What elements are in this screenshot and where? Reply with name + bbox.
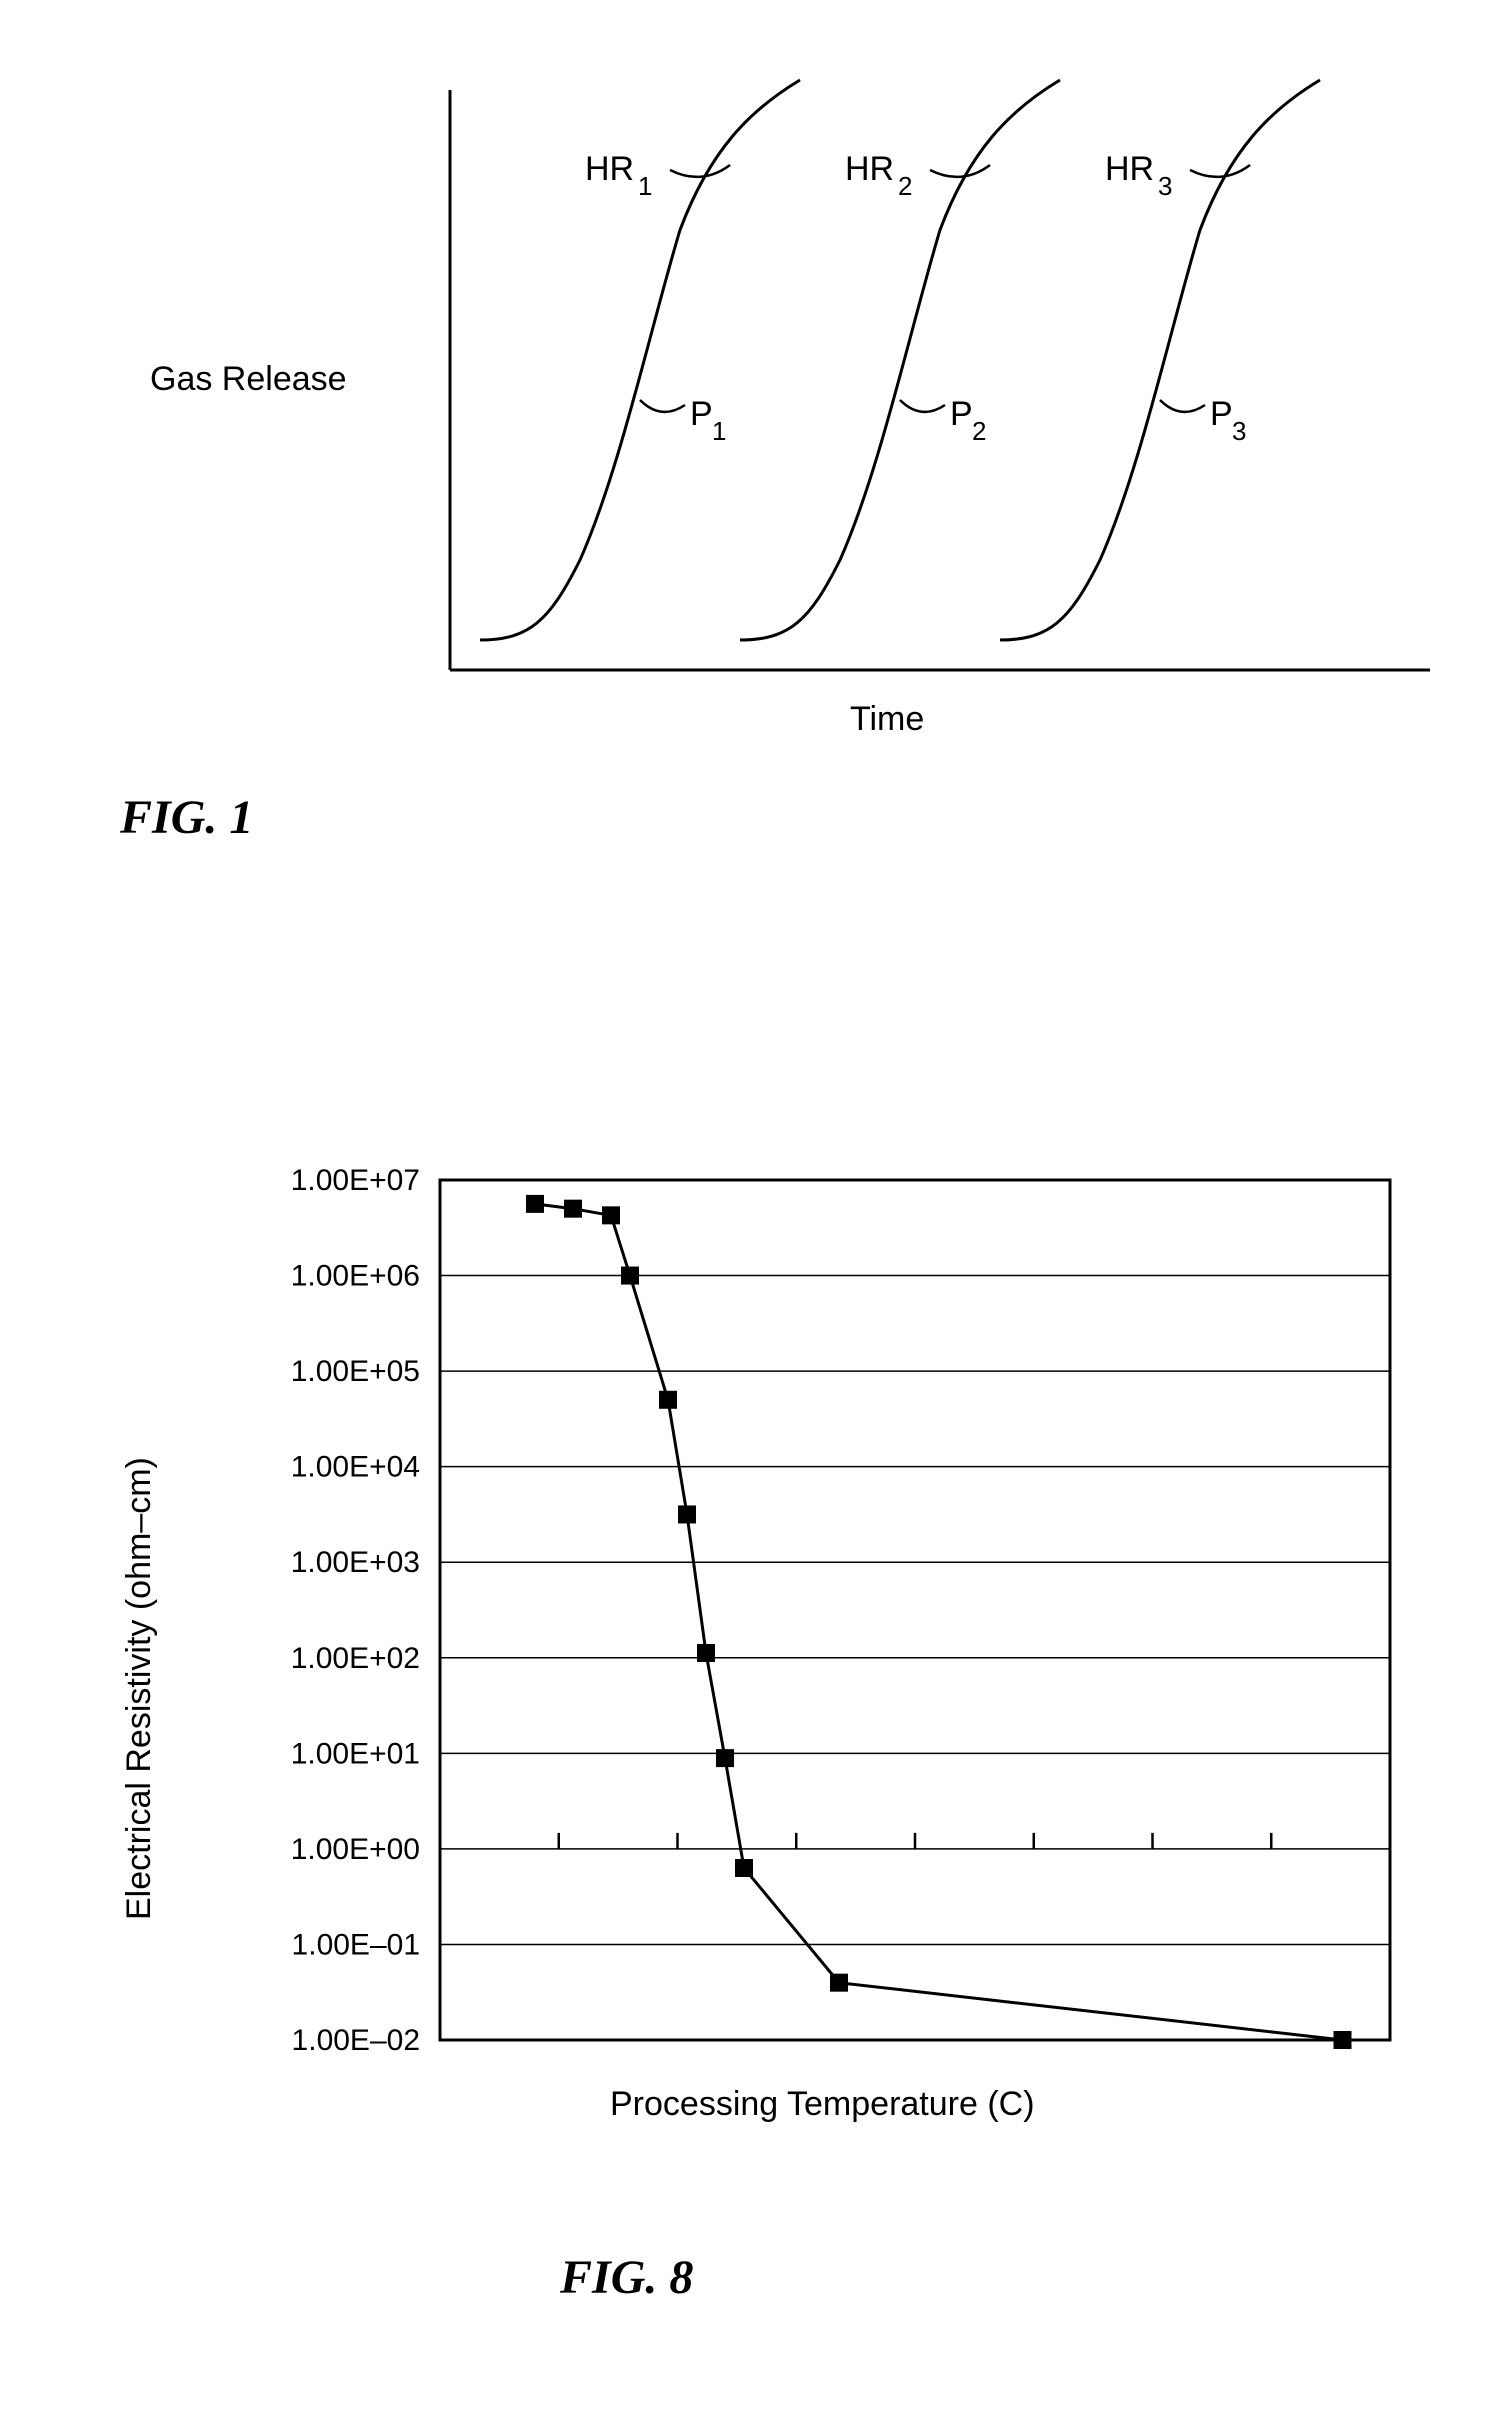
fig8-yticklabel: 1.00E+00 (291, 1833, 420, 1866)
fig1-curve: HR 2 P 2 (740, 80, 1060, 640)
fig1-p-sub: 1 (712, 416, 726, 446)
fig1-curve-path (740, 80, 1060, 640)
fig8-yticklabel: 1.00E+06 (291, 1260, 420, 1293)
fig8-yticklabel: 1.00E+01 (291, 1737, 420, 1770)
fig1-curves-container: HR 1 P 1 HR 2 P 2 HR 3 P 3 (480, 80, 1320, 640)
fig8-marker (830, 1974, 848, 1992)
fig1-hr-hook (930, 165, 990, 177)
fig1-hr-label: HR (585, 150, 634, 188)
fig8-marker (564, 1200, 582, 1218)
fig1-hr-label: HR (845, 150, 894, 188)
fig8-marker (602, 1206, 620, 1224)
fig1-p-hook (640, 400, 685, 412)
fig1-hr-sub: 2 (898, 171, 912, 201)
fig8-xlabel: Processing Temperature (C) (610, 2085, 1035, 2123)
fig8-yticklabel: 1.00E+05 (291, 1355, 420, 1388)
fig1-caption: FIG. 1 (120, 790, 253, 845)
fig8-ylabel: Electrical Resistivity (ohm–cm) (120, 1457, 158, 1920)
fig8-caption: FIG. 8 (560, 2250, 693, 2305)
fig1-hr-sub: 1 (638, 171, 652, 201)
fig8-yticklabel: 1.00E+07 (291, 1164, 420, 1197)
page: Gas Release Time HR 1 P 1 (0, 0, 1509, 2413)
fig8-marker (621, 1267, 639, 1285)
fig8-chart: 1.00E+07 1.00E+06 1.00E+05 1.00E+04 1.00E+03… (90, 1120, 1440, 2170)
fig8-marker (697, 1644, 715, 1662)
fig1-hr-sub: 3 (1158, 171, 1172, 201)
fig8-yticklabel: 1.00E–02 (292, 2024, 420, 2057)
fig8-marker (526, 1195, 544, 1213)
fig1-p-label: P (950, 395, 973, 433)
fig1-curve: HR 1 P 1 (480, 80, 800, 640)
fig1-hr-label: HR (1105, 150, 1154, 188)
fig1-curve-path (480, 80, 800, 640)
fig1-p-hook (900, 400, 945, 412)
fig8-yticklabel: 1.00E+03 (291, 1546, 420, 1579)
fig1-p-label: P (1210, 395, 1233, 433)
fig1-p-sub: 2 (972, 416, 986, 446)
fig8-yticklabels: 1.00E+07 1.00E+06 1.00E+05 1.00E+04 1.00E+03… (291, 1164, 420, 2057)
fig8-marker (716, 1749, 734, 1767)
fig8-marker (1334, 2031, 1352, 2049)
fig1-p-hook (1160, 400, 1205, 412)
fig1-curve-path (1000, 80, 1320, 640)
fig1-curve: HR 3 P 3 (1000, 80, 1320, 640)
fig1-p-sub: 3 (1232, 416, 1246, 446)
fig8-yticklabel: 1.00E–01 (292, 1928, 420, 1961)
fig8-plot-frame (440, 1180, 1390, 2040)
fig1-ylabel: Gas Release (150, 360, 347, 398)
fig8-yticklabel: 1.00E+04 (291, 1451, 420, 1484)
fig8-yticklabel: 1.00E+02 (291, 1642, 420, 1675)
fig8-marker (659, 1391, 677, 1409)
fig1-xlabel: Time (850, 700, 924, 738)
fig1-hr-hook (1190, 165, 1250, 177)
fig1-p-label: P (690, 395, 713, 433)
fig1-hr-hook (670, 165, 730, 177)
fig8-marker (735, 1859, 753, 1877)
fig8-marker (678, 1505, 696, 1523)
fig1-chart: Gas Release Time HR 1 P 1 (30, 30, 1480, 780)
